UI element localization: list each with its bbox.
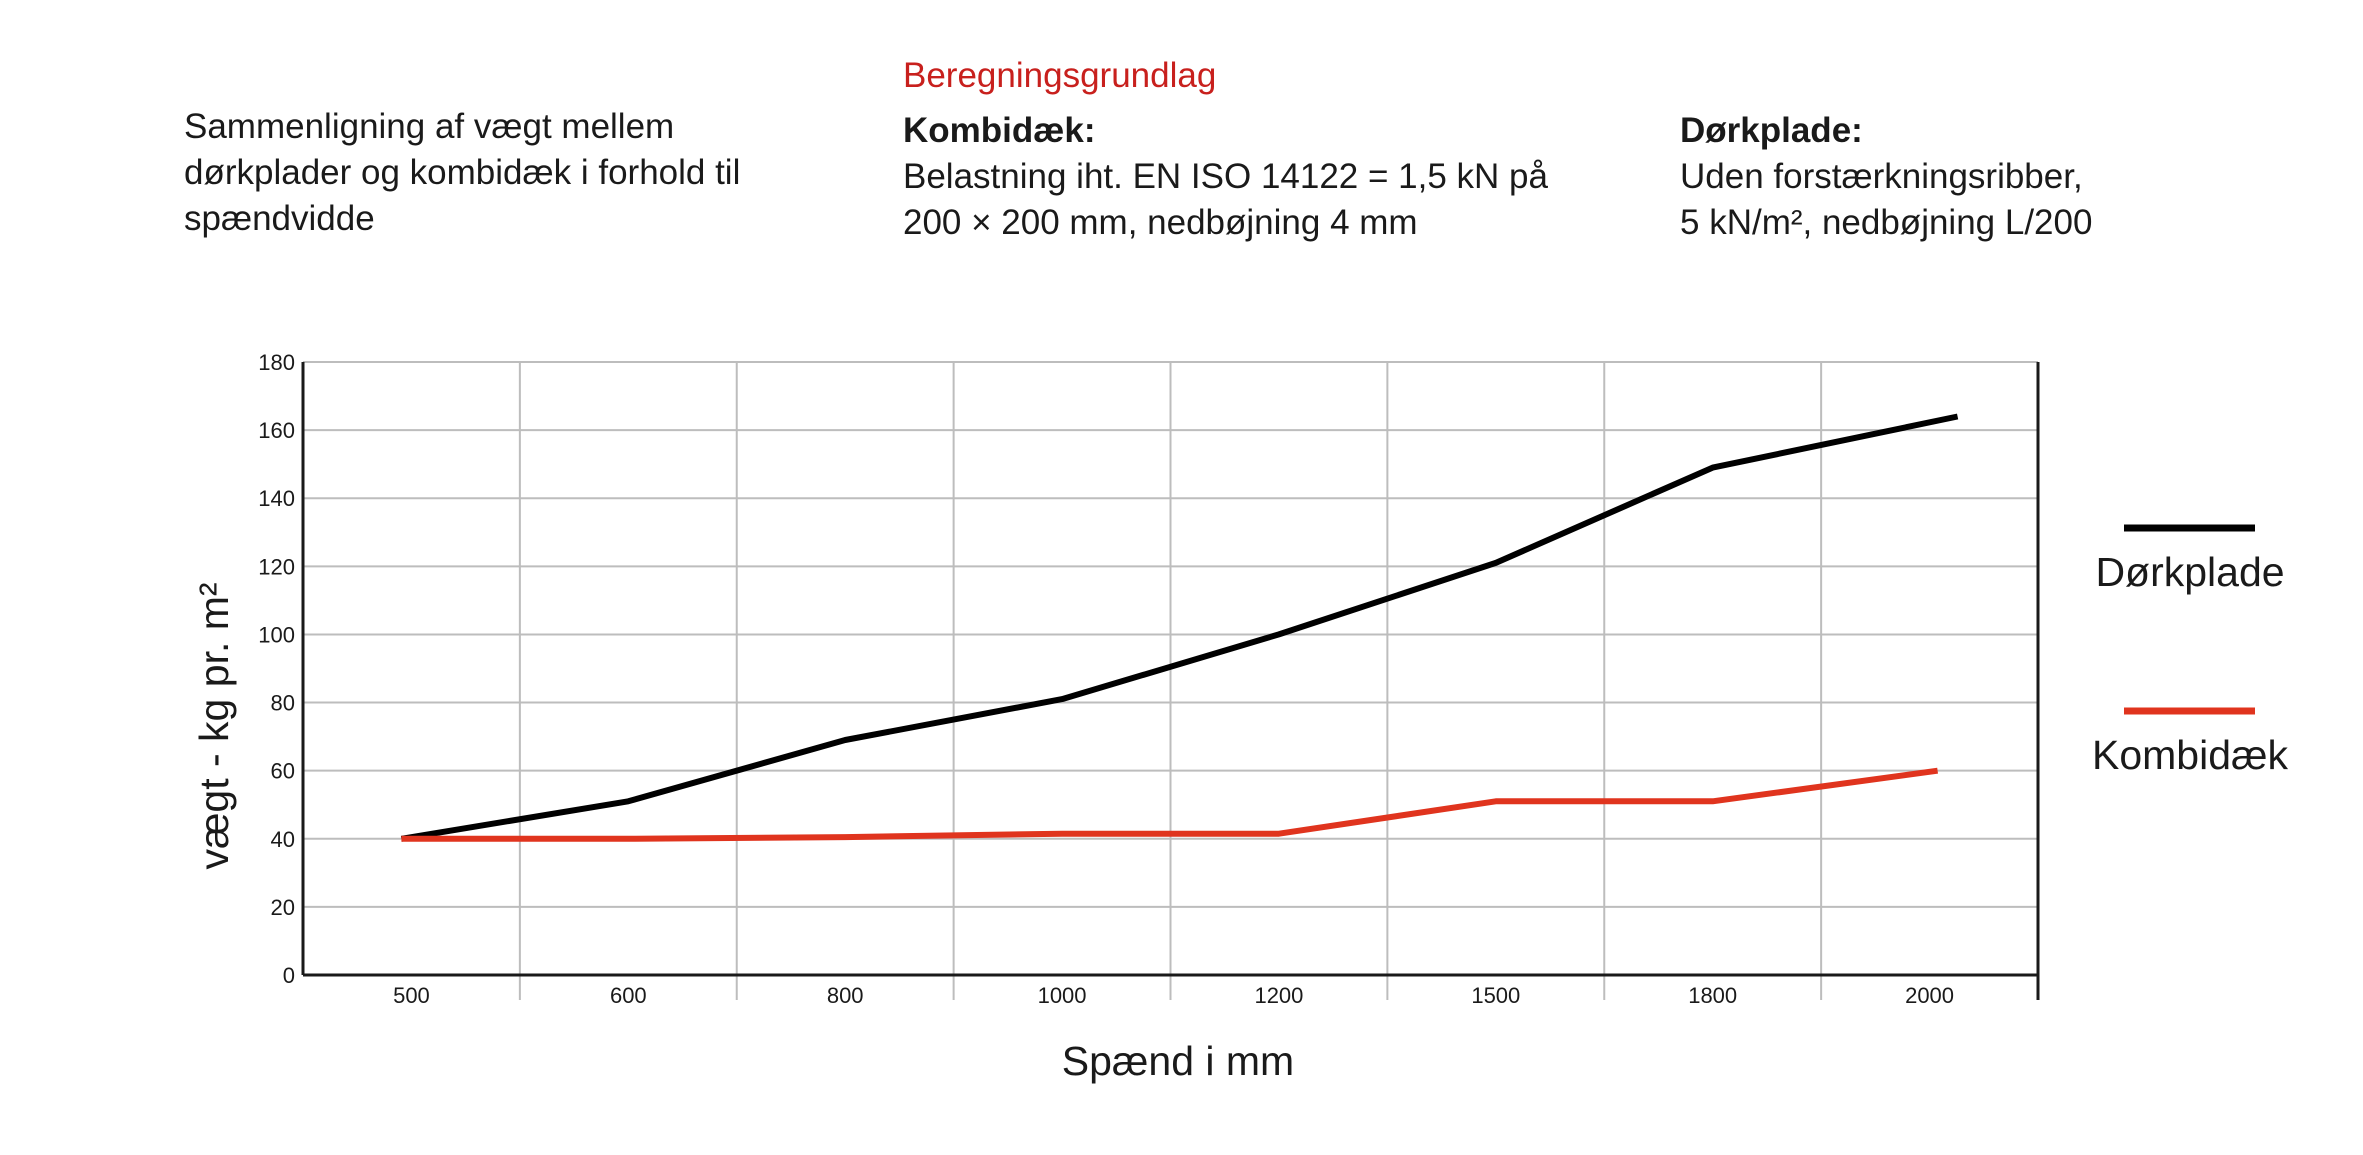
kombidaek-basis: Kombidæk: Belastning iht. EN ISO 14122 =… [903, 108, 1548, 246]
y-tick-label: 180 [258, 350, 295, 375]
x-tick-label: 2000 [1905, 983, 1954, 1008]
x-tick-label: 600 [610, 983, 647, 1008]
chart-legend: Dørkplade Kombidæk [2092, 524, 2288, 778]
y-tick-label: 40 [271, 827, 295, 852]
legend-label: Dørkplade [2095, 549, 2284, 595]
y-axis-ticks: 0 20 40 60 80 100 120 140 160 180 [258, 350, 295, 988]
x-axis-ticks: 500 600 800 1000 1200 1500 1800 2000 [393, 983, 1954, 1008]
dorkplade-line: 5 kN/m², nedbøjning L/200 [1680, 203, 2093, 242]
y-tick-label: 60 [271, 759, 295, 784]
dorkplade-basis: Dørkplade: Uden forstærkningsribber, 5 k… [1680, 108, 2092, 246]
chart-axes [301, 362, 2040, 1000]
chart-description: Sammenligning af vægt mellem dørkplader … [184, 104, 740, 242]
x-axis-label: Spænd i mm [1062, 1038, 1294, 1084]
series-line-kombidaek [401, 767, 1939, 842]
basis-title: Beregningsgrundlag [903, 56, 1217, 95]
x-tick-label: 1800 [1688, 983, 1737, 1008]
intro-line: spændvidde [184, 199, 375, 238]
intro-line: Sammenligning af vægt mellem [184, 107, 675, 146]
kombidaek-line: 200 × 200 mm, nedbøjning 4 mm [903, 203, 1418, 242]
y-tick-label: 100 [258, 622, 295, 647]
x-tick-label: 1000 [1038, 983, 1087, 1008]
y-tick-label: 0 [283, 963, 295, 988]
kombidaek-line: Belastning iht. EN ISO 14122 = 1,5 kN på [903, 157, 1548, 196]
chart-series [400, 413, 1959, 842]
y-axis-label: vægt - kg pr. m² [191, 582, 237, 869]
y-tick-label: 120 [258, 554, 295, 579]
y-tick-label: 160 [258, 418, 295, 443]
dorkplade-heading: Dørkplade: [1680, 111, 1863, 150]
kombidaek-heading: Kombidæk: [903, 111, 1096, 150]
x-tick-label: 1500 [1471, 983, 1520, 1008]
chart-grid [303, 361, 2038, 1000]
y-tick-label: 20 [271, 895, 295, 920]
dorkplade-line: Uden forstærkningsribber, [1680, 157, 2083, 196]
legend-label: Kombidæk [2092, 732, 2288, 778]
series-line-dorkplade [400, 413, 1959, 842]
intro-line: dørkplader og kombidæk i forhold til [184, 153, 741, 192]
y-tick-label: 80 [271, 691, 295, 716]
x-tick-label: 800 [827, 983, 864, 1008]
y-tick-label: 140 [258, 486, 295, 511]
x-tick-label: 500 [393, 983, 430, 1008]
x-tick-label: 1200 [1254, 983, 1303, 1008]
